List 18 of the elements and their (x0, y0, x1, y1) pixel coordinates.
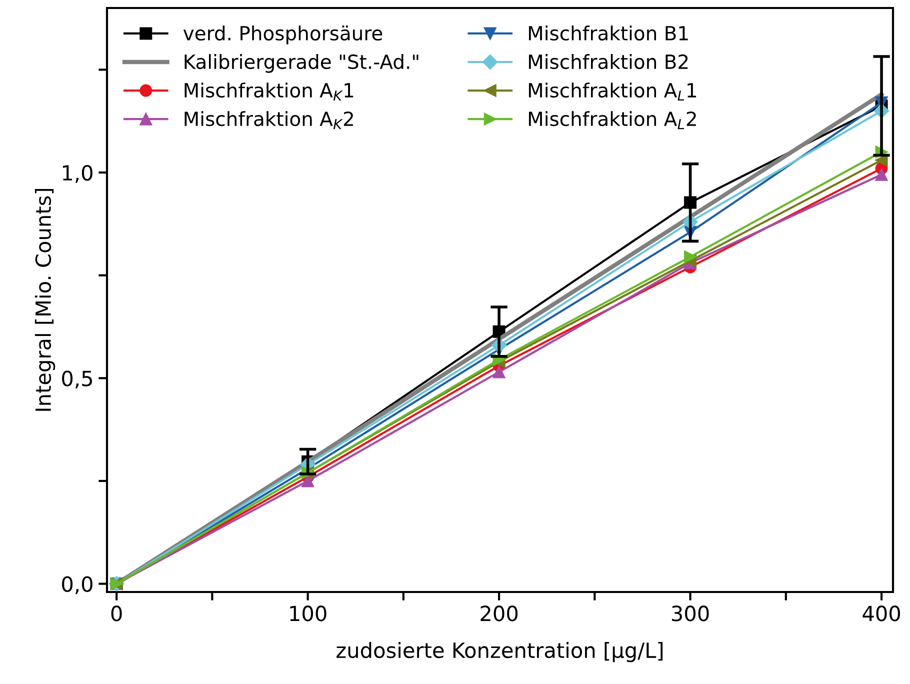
legend-label: Kalibriergerade "St.-Ad." (184, 54, 418, 73)
legend-label: Mischfraktion A$_{K}$2 (184, 111, 353, 130)
y-tick-label: 0,0 (62, 576, 92, 594)
legend-label: Mischfraktion A$_{L}$2 (528, 111, 696, 130)
legend-label: Mischfraktion B2 (528, 54, 688, 70)
y-axis-title: Integral [Mio. Counts] (34, 188, 56, 411)
legend-label: verd. Phosphorsäure (183, 26, 382, 44)
x-tick-label: 200 (480, 606, 518, 622)
x-tick-label: 0 (111, 606, 122, 622)
y-tick-label: 1,0 (62, 164, 92, 183)
legend-label: Mischfraktion A$_{K}$1 (184, 82, 354, 101)
x-axis-title: zudosierte Konzentration [µg/L] (336, 642, 663, 662)
legend-label: Mischfraktion A$_{L}$1 (528, 82, 696, 101)
x-tick-label: 100 (290, 606, 326, 622)
x-tick-label: 300 (672, 606, 709, 622)
x-tick-label: 400 (862, 606, 900, 622)
legend-label: Mischfraktion B1 (528, 26, 688, 41)
y-tick-label: 0,5 (62, 370, 92, 388)
